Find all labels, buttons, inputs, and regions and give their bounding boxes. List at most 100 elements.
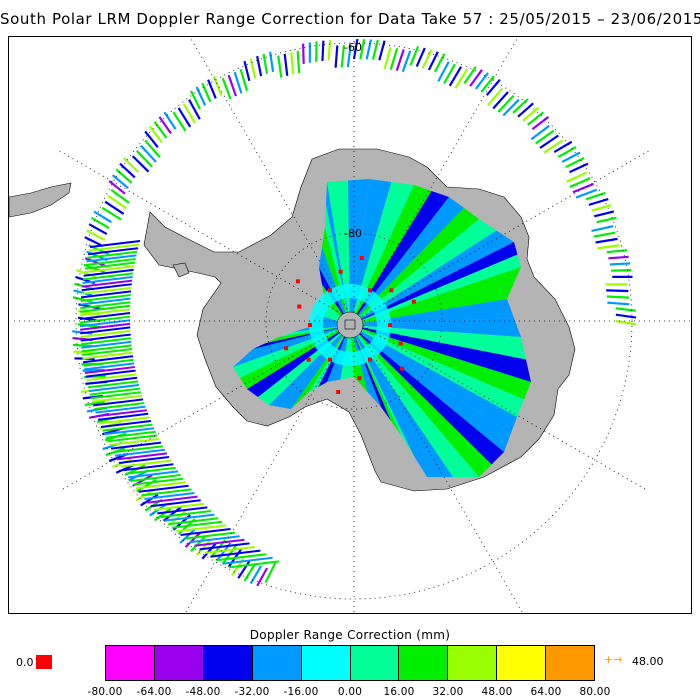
- ocean-track-segment: [80, 301, 131, 310]
- colorbar-tick-label: -64.00: [136, 686, 172, 698]
- ocean-track-segment: [469, 69, 483, 87]
- ocean-track-segment: [359, 38, 366, 60]
- colorbar-swatch-6: [399, 646, 449, 680]
- ocean-track-segment: [485, 78, 501, 96]
- ocean-track-segment: [128, 470, 179, 479]
- ocean-track-segment: [91, 394, 143, 403]
- ocean-track-segment: [80, 337, 132, 346]
- zero-value-marker: [388, 323, 392, 327]
- ocean-track-segment: [321, 40, 325, 61]
- ocean-track-segment: [115, 168, 133, 184]
- ocean-track-segment: [615, 307, 636, 312]
- colorbar-tick-label: 16.00: [383, 686, 415, 698]
- interior-track-layer: [233, 179, 531, 477]
- ocean-track-segment: [283, 53, 289, 77]
- ocean-track-segment: [81, 283, 132, 292]
- ocean-track-segment: [107, 434, 158, 443]
- polar-map: -60 -80: [9, 37, 691, 613]
- ocean-track-segment: [80, 326, 131, 335]
- ocean-track-segment: [123, 463, 174, 472]
- colorbar-swatch-9: [546, 646, 595, 680]
- ocean-track-segment: [118, 456, 170, 464]
- ocean-track-segment: [153, 120, 168, 139]
- colorbar-tick-label: 64.00: [530, 686, 562, 698]
- ocean-track-segment: [527, 111, 545, 126]
- ocean-track-segment: [105, 430, 156, 439]
- ocean-track-segment: [88, 243, 140, 252]
- interior-wedge: [266, 325, 350, 343]
- ocean-track-segment: [611, 269, 632, 272]
- ocean-track-segment: [72, 296, 93, 304]
- ocean-track-segment: [262, 53, 269, 75]
- ocean-track-segment: [615, 313, 637, 319]
- ocean-track-segment: [569, 177, 591, 188]
- ocean-track-segment: [334, 45, 339, 68]
- ocean-track-segment: [184, 532, 201, 548]
- colorbar-swatch-3: [252, 646, 302, 680]
- ocean-track-segment: [195, 539, 212, 556]
- ocean-track-segment: [591, 225, 614, 233]
- ocean-track-segment: [530, 124, 550, 141]
- ocean-track-segment: [561, 151, 581, 163]
- ocean-track-segment: [88, 247, 139, 256]
- pole-box: [344, 319, 356, 330]
- ocean-track-segment: [204, 546, 255, 554]
- ocean-track-segment: [81, 340, 132, 349]
- ocean-track-segment: [135, 481, 187, 490]
- ocean-track-segment: [487, 87, 504, 106]
- ocean-track-segment: [109, 438, 160, 446]
- ocean-track-segment: [401, 50, 412, 73]
- ocean-track-segment: [302, 43, 305, 64]
- interior-wedge: [350, 325, 479, 477]
- colorbar-swatch-8: [497, 646, 547, 680]
- ocean-track-segment: [110, 188, 130, 204]
- ocean-track-segment: [160, 510, 211, 518]
- ocean-track-layer: [72, 38, 637, 587]
- ocean-track-segment: [615, 319, 637, 326]
- interior-wedge: [350, 283, 514, 325]
- zero-value-marker: [338, 269, 343, 274]
- ocean-track-segment: [607, 301, 630, 306]
- ocean-track-segment: [121, 459, 172, 468]
- colorbar-swatch-2: [203, 646, 253, 680]
- ocean-track-segment: [497, 95, 515, 113]
- interior-wedge: [350, 219, 497, 325]
- ocean-track-segment: [153, 507, 172, 522]
- ocean-track-segment: [164, 513, 215, 522]
- ocean-track-segment: [144, 492, 195, 500]
- interior-wedge: [350, 242, 518, 325]
- zero-value-marker: [368, 288, 372, 293]
- ocean-track-segment: [138, 484, 189, 493]
- ocean-track-segment: [249, 58, 257, 79]
- ocean-track-segment: [94, 402, 145, 410]
- ocean-track-segment: [108, 180, 126, 195]
- ocean-track-segment: [522, 106, 540, 122]
- ocean-track-segment: [93, 398, 144, 407]
- ocean-track-segment: [195, 86, 207, 106]
- colorbar-tick-label: 32.00: [432, 686, 464, 698]
- ocean-track-segment: [365, 39, 373, 60]
- interior-wedge: [350, 325, 427, 477]
- ocean-track-segment: [448, 66, 463, 87]
- interior-wedge: [350, 267, 521, 325]
- ocean-track-segment: [79, 308, 131, 317]
- colorbar: [105, 645, 595, 681]
- ocean-track-segment: [83, 268, 134, 277]
- interior-wedge: [350, 325, 453, 477]
- ocean-track-segment: [421, 49, 433, 69]
- ocean-track-segment: [82, 276, 133, 284]
- ocean-track-segment: [140, 493, 159, 507]
- graticule-labels: -60 -80: [344, 41, 362, 240]
- map-panel: -60 -80: [8, 36, 692, 614]
- ocean-track-segment: [84, 261, 136, 270]
- ocean-track-segment: [243, 60, 251, 82]
- ocean-track-segment: [76, 269, 97, 278]
- ocean-track-segment: [133, 477, 184, 486]
- ocean-track-segment: [277, 55, 283, 78]
- interior-wedge: [350, 230, 514, 325]
- ocean-track-segment: [585, 191, 606, 201]
- ocean-track-segment: [85, 369, 136, 378]
- ocean-track-segment: [179, 528, 196, 544]
- ocean-track-segment: [81, 348, 133, 356]
- ocean-track-segment: [82, 355, 134, 364]
